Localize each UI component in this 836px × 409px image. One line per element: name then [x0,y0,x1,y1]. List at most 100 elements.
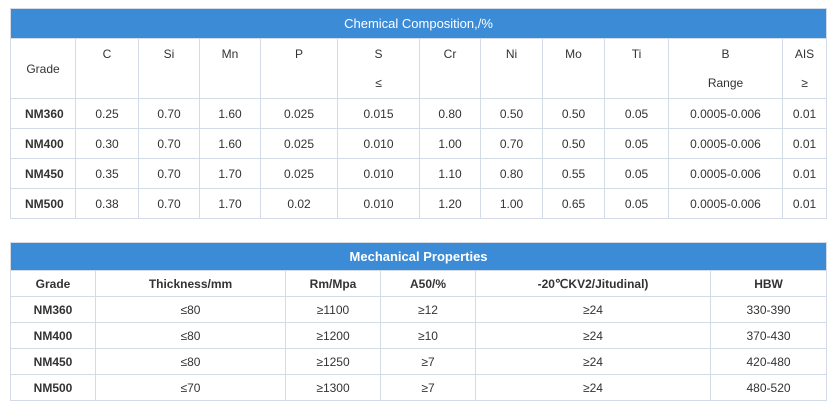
value-cell: ≤70 [95,374,286,401]
value-cell: 0.05 [604,188,669,219]
value-cell: ≥7 [380,348,476,375]
value-cell: 0.70 [138,158,200,189]
value-cell: 0.05 [604,158,669,189]
table-title: Chemical Composition,/% [9,8,828,39]
value-cell: 1.10 [419,158,481,189]
table-title: Mechanical Properties [9,242,828,271]
empty-cell [199,68,261,99]
value-cell: 330-390 [709,296,828,323]
mechanical-table: Mechanical Properties Grade Thickness/mm Rm… [9,242,828,401]
column-header: Cr [419,38,481,69]
value-cell: 0.70 [138,188,200,219]
value-cell: ≥12 [380,296,476,323]
value-cell: 1.20 [419,188,481,219]
value-cell: 0.65 [542,188,605,219]
value-cell: 0.01 [781,98,828,129]
value-cell: ≥24 [475,348,711,375]
value-cell: ≥7 [380,374,476,401]
value-cell: ≥10 [380,322,476,349]
empty-cell [542,68,605,99]
chemical-table: Chemical Composition,/% Grade C Si Mn P S Cr Ni M… [9,8,828,219]
value-cell: ≥1200 [285,322,381,349]
value-cell: 0.0005-0.006 [668,158,783,189]
value-cell: 0.015 [337,98,420,129]
value-cell: 1.00 [480,188,543,219]
value-cell: 0.80 [480,158,543,189]
value-cell: 0.38 [75,188,139,219]
value-cell: 0.80 [419,98,481,129]
value-cell: 0.05 [604,98,669,129]
empty-cell [260,68,338,99]
value-cell: 0.025 [260,128,338,159]
value-cell: 0.02 [260,188,338,219]
grade-cell: NM500 [10,188,76,219]
empty-cell [480,68,543,99]
column-header: Grade [10,270,96,297]
data-row: NM360 ≤80 ≥1100 ≥12 ≥24 330-390 [10,296,828,323]
value-cell: ≥1300 [285,374,381,401]
column-header: S [337,38,420,69]
column-header: Rm/Mpa [285,270,381,297]
column-note: ≥ [781,68,828,99]
column-header: Si [138,38,200,69]
title-row: Chemical Composition,/% [9,8,828,39]
value-cell: 0.50 [542,98,605,129]
column-header: C [75,38,139,69]
value-cell: 0.70 [138,98,200,129]
value-cell: 0.025 [260,98,338,129]
value-cell: ≥1250 [285,348,381,375]
value-cell: 0.010 [337,128,420,159]
column-note: ≤ [337,68,420,99]
data-row: NM450 0.35 0.70 1.70 0.025 0.010 1.10 0.80 0.55 0… [10,158,828,189]
value-cell: 0.50 [480,98,543,129]
header-row: ≤ Range ≥ [11,68,828,99]
column-header: -20℃KV2/Jitudinal) [475,270,711,297]
value-cell: 0.025 [260,158,338,189]
value-cell: 1.70 [199,188,261,219]
empty-cell [419,68,481,99]
data-row: NM400 0.30 0.70 1.60 0.025 0.010 1.00 0.70 0.50 0… [10,128,828,159]
value-cell: 0.70 [480,128,543,159]
column-note: Range [668,68,783,99]
column-header: B [668,38,783,69]
value-cell: 0.70 [138,128,200,159]
column-header: Mo [542,38,605,69]
column-header: P [260,38,338,69]
value-cell: 0.05 [604,128,669,159]
value-cell: 1.60 [199,128,261,159]
value-cell: 1.00 [419,128,481,159]
column-header: Ni [480,38,543,69]
empty-cell [138,68,200,99]
empty-cell [604,68,669,99]
empty-cell [75,68,139,99]
grade-cell: NM400 [10,322,96,349]
column-header: Thickness/mm [95,270,286,297]
value-cell: 1.70 [199,158,261,189]
column-header: Ti [604,38,669,69]
value-cell: 0.0005-0.006 [668,188,783,219]
data-row: NM500 ≤70 ≥1300 ≥7 ≥24 480-520 [10,374,828,401]
grade-cell: NM360 [10,98,76,129]
data-row: NM500 0.38 0.70 1.70 0.02 0.010 1.20 1.00 0.65 0.… [10,188,828,219]
value-cell: ≥1100 [285,296,381,323]
column-header: AIS [781,38,828,69]
value-cell: 0.30 [75,128,139,159]
grade-cell: NM400 [10,128,76,159]
column-header: Mn [199,38,261,69]
header-row: Grade Thickness/mm Rm/Mpa A50/% -20℃KV2/Jitu… [10,270,828,297]
column-header: Grade [10,38,76,99]
column-header: A50/% [380,270,476,297]
data-row: NM360 0.25 0.70 1.60 0.025 0.015 0.80 0.50 0.50 0… [10,98,828,129]
value-cell: 480-520 [709,374,828,401]
value-cell: 0.35 [75,158,139,189]
value-cell: 0.50 [542,128,605,159]
value-cell: 0.01 [781,188,828,219]
value-cell: 0.010 [337,188,420,219]
grade-cell: NM450 [10,348,96,375]
value-cell: ≤80 [95,322,286,349]
value-cell: 0.55 [542,158,605,189]
column-header: HBW [709,270,828,297]
value-cell: ≥24 [475,374,711,401]
value-cell: ≥24 [475,296,711,323]
